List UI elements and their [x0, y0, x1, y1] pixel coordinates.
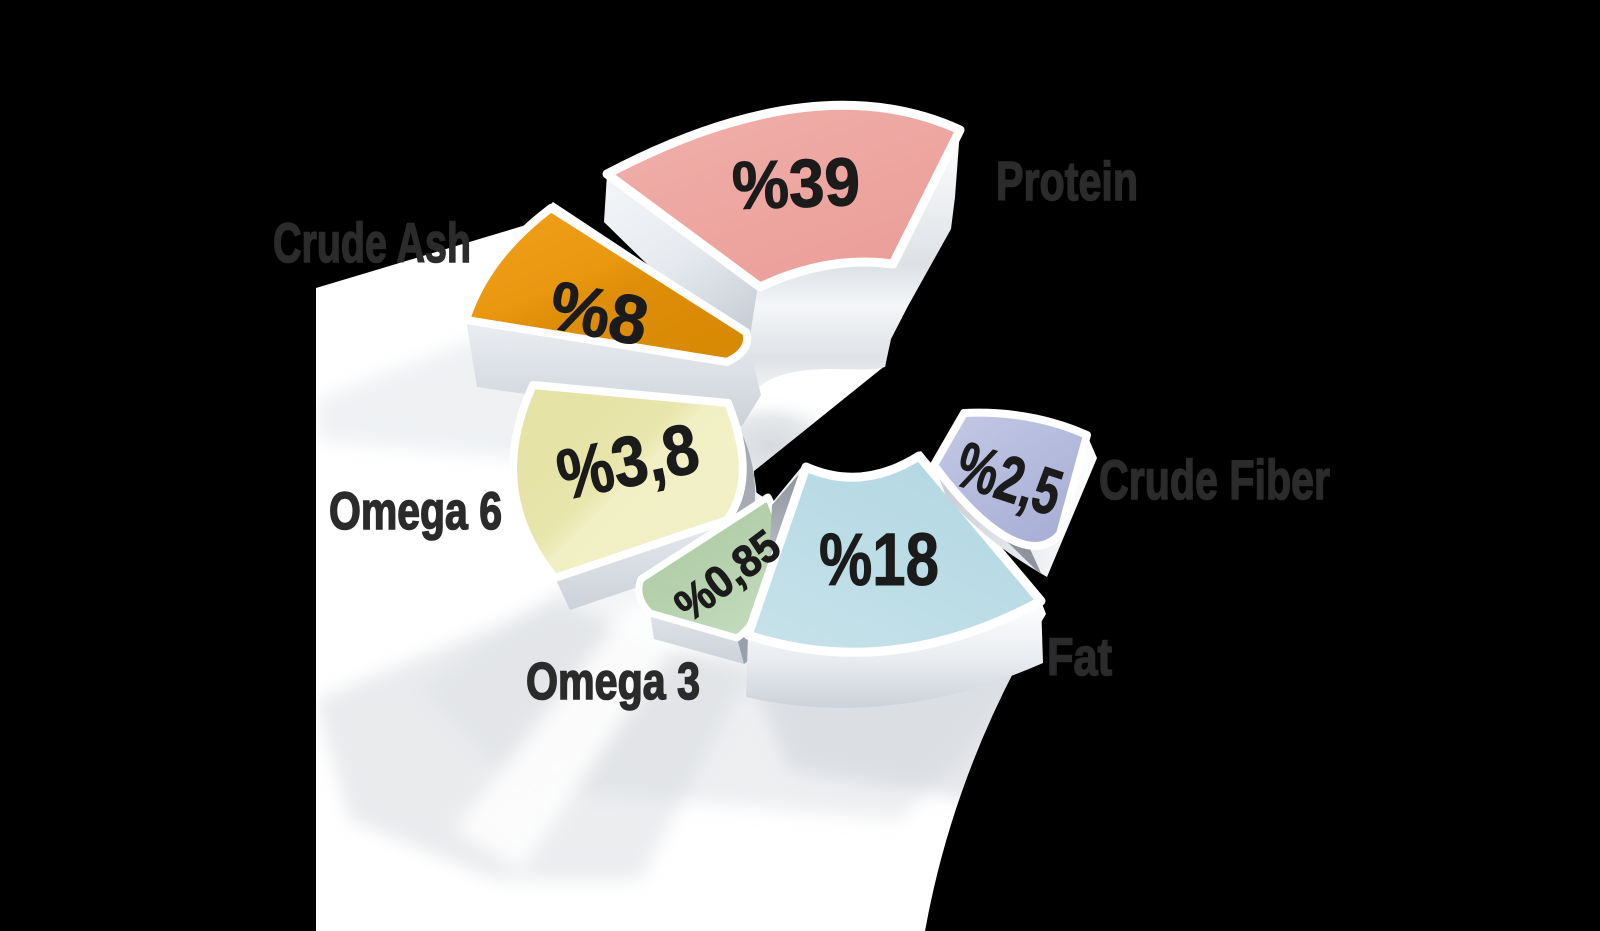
- svg-text:%8: %8: [543, 266, 654, 360]
- svg-text:Omega 6: Omega 6: [329, 482, 502, 541]
- svg-text:Protein: Protein: [996, 150, 1138, 212]
- svg-text:Fat: Fat: [1047, 628, 1112, 687]
- svg-text:%39: %39: [731, 144, 862, 224]
- svg-text:Omega 3: Omega 3: [526, 653, 700, 711]
- svg-text:Crude Fiber: Crude Fiber: [1099, 448, 1330, 511]
- svg-text:%18: %18: [819, 518, 939, 601]
- svg-text:Crude Ash: Crude Ash: [273, 211, 471, 274]
